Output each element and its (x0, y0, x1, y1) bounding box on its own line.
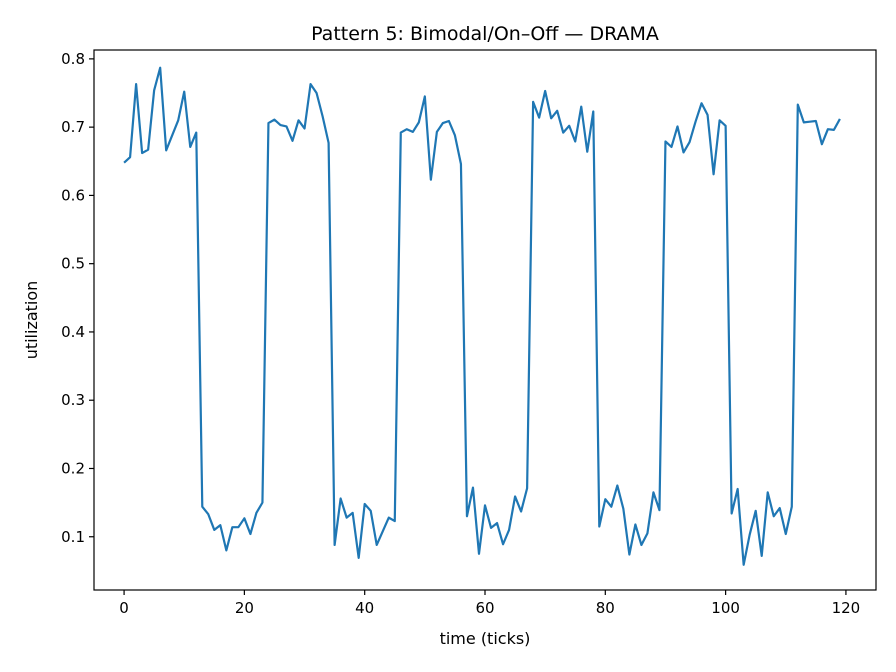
y-tick-label: 0.8 (61, 50, 85, 68)
x-tick-label: 0 (119, 599, 129, 617)
plot-area (123, 66, 841, 566)
series-line-0 (123, 66, 841, 566)
x-tick-label: 80 (596, 599, 615, 617)
y-tick-label: 0.3 (61, 391, 85, 409)
axes-frame (93, 49, 877, 591)
x-tick-label: 20 (235, 599, 254, 617)
x-tick-label: 120 (832, 599, 861, 617)
y-tick-label: 0.7 (61, 118, 85, 136)
y-tick-label: 0.5 (61, 255, 85, 273)
x-axis-label: time (ticks) (440, 629, 531, 648)
x-tick-label: 100 (711, 599, 740, 617)
y-tick-label: 0.2 (61, 459, 85, 477)
x-axis-ticks: 0 20 40 60 80 100 120 (119, 590, 860, 617)
y-tick-label: 0.4 (61, 323, 85, 341)
y-axis-ticks: 0.1 0.2 0.3 0.4 0.5 0.6 0.7 0.8 (61, 50, 94, 546)
y-tick-label: 0.1 (61, 528, 85, 546)
chart-title: Pattern 5: Bimodal/On–Off — DRAMA (311, 23, 659, 45)
x-tick-label: 60 (475, 599, 494, 617)
x-tick-label: 40 (355, 599, 374, 617)
y-tick-label: 0.6 (61, 186, 85, 204)
y-axis-label: utilization (22, 281, 41, 360)
